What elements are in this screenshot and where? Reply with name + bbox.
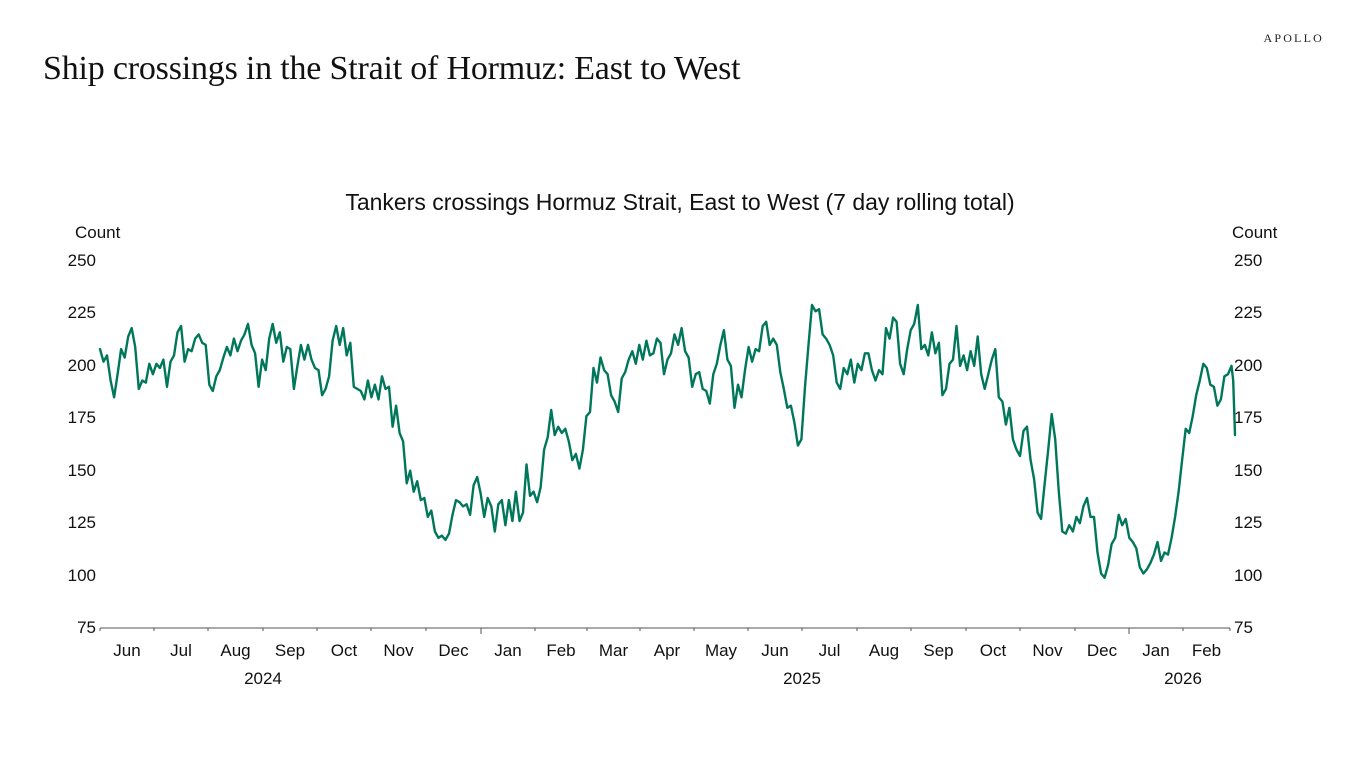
y-tick-label-right: 75	[1234, 618, 1253, 637]
x-tick-label: Mar	[598, 641, 629, 660]
x-tick-label: Aug	[868, 641, 900, 660]
y-tick-label-right: 225	[1234, 303, 1263, 323]
y-axis-unit-left: Count	[75, 223, 121, 242]
page-title: Ship crossings in the Strait of Hormuz: …	[43, 50, 741, 87]
y-tick-label-left: 100	[67, 565, 96, 585]
x-axis	[99, 627, 1231, 634]
x-tick-label: Jun	[113, 641, 141, 660]
y-tick-label-right: 200	[1234, 355, 1263, 375]
y-tick-label-right: 125	[1234, 513, 1263, 533]
x-tick-label: Sep	[274, 641, 306, 660]
x-tick-label: Sep	[923, 641, 954, 660]
x-tick-label: Dec	[438, 641, 469, 660]
y-tick-label-right: 100	[1234, 565, 1263, 585]
y-axis-unit-right: Count	[1232, 223, 1278, 242]
x-tick-label: Oct	[330, 641, 358, 660]
x-year-label: 2025	[783, 669, 821, 688]
x-tick-label: Apr	[653, 641, 681, 660]
x-tick-label: Feb	[546, 641, 576, 660]
x-year-label: 2024	[244, 669, 282, 688]
x-tick-label: Aug	[220, 641, 251, 660]
x-tick-label: Jul	[170, 641, 192, 660]
x-tick-label: Feb	[1191, 641, 1222, 660]
chart-title: Tankers crossings Hormuz Strait, East to…	[345, 189, 1015, 215]
series-line	[98, 303, 1237, 579]
y-tick-label-left: 150	[67, 460, 96, 480]
y-tick-label-left: 175	[67, 408, 96, 428]
x-year-label: 2026	[1164, 669, 1202, 688]
x-tick-label: Oct	[979, 641, 1007, 660]
brand-logo: APOLLO	[1263, 31, 1324, 45]
y-tick-label-left: 225	[67, 303, 96, 323]
y-tick-label-left: 200	[67, 355, 96, 375]
x-tick-label: Dec	[1086, 641, 1118, 660]
y-tick-label-left: 250	[67, 251, 96, 270]
y-tick-label-left: 75	[77, 618, 96, 637]
x-tick-label: Jun	[761, 641, 789, 660]
x-tick-label: Nov	[1032, 641, 1063, 660]
x-tick-label: Nov	[383, 641, 414, 660]
x-tick-label: Jul	[818, 641, 841, 660]
y-tick-label-right: 150	[1234, 460, 1263, 480]
y-tick-label-left: 125	[67, 513, 96, 533]
y-tick-label-right: 250	[1234, 251, 1263, 270]
y-tick-label-right: 175	[1234, 408, 1263, 428]
x-tick-label: Jan	[1142, 641, 1170, 660]
x-tick-label: May	[704, 641, 738, 660]
x-tick-label: Jan	[494, 641, 522, 660]
